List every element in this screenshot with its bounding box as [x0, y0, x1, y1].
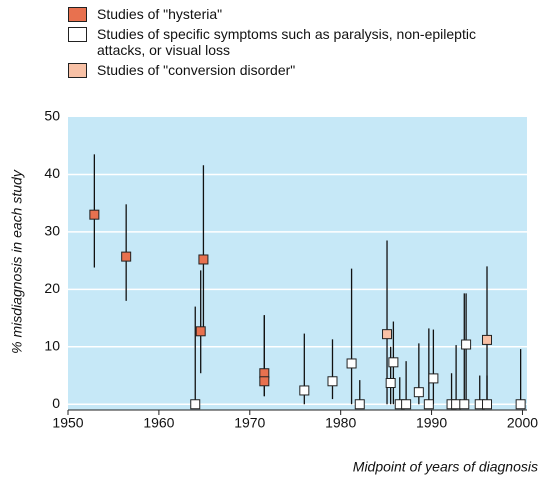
x-tick-label: 1960 [143, 415, 174, 431]
x-tick-label: 2000 [507, 415, 538, 431]
marker [89, 209, 100, 220]
marker [327, 376, 338, 387]
legend-entry: Studies of specific symptoms such as par… [68, 26, 518, 58]
marker [195, 326, 206, 337]
marker [423, 399, 434, 410]
marker [385, 377, 396, 388]
marker [461, 339, 472, 350]
x-tick-label: 1950 [52, 415, 83, 431]
marker [515, 399, 526, 410]
marker [388, 357, 399, 368]
marker [482, 399, 493, 410]
y-tick-label: 10 [44, 338, 60, 354]
y-axis-label: % misdiagnosis in each study [9, 169, 25, 354]
x-tick-label: 1970 [234, 415, 265, 431]
marker [459, 399, 470, 410]
legend-label: Studies of "hysteria" [97, 6, 223, 22]
marker [346, 358, 357, 369]
legend-swatch [68, 63, 87, 78]
x-tick-label: 1990 [416, 415, 447, 431]
y-tick-label: 0 [52, 395, 60, 411]
legend: Studies of "hysteria" Studies of specific… [68, 6, 518, 82]
y-tick-label: 20 [44, 280, 60, 296]
legend-swatch [68, 27, 87, 42]
y-tick-label: 40 [44, 165, 60, 181]
plot-background [68, 117, 527, 410]
marker [354, 399, 365, 410]
marker [428, 373, 439, 384]
marker [401, 399, 412, 410]
marker [413, 387, 424, 398]
marker [198, 254, 209, 265]
legend-entry: Studies of "conversion disorder" [68, 62, 518, 78]
x-axis-label: Midpoint of years of diagnosis [353, 459, 538, 475]
y-tick-label: 50 [44, 108, 60, 124]
marker [451, 399, 462, 410]
legend-label: Studies of "conversion disorder" [97, 62, 296, 78]
marker [121, 251, 132, 262]
x-tick-label: 1980 [325, 415, 356, 431]
marker [259, 376, 270, 387]
marker [482, 334, 493, 345]
marker [299, 385, 310, 396]
legend-label: Studies of specific symptoms such as par… [97, 26, 476, 58]
legend-swatch [68, 7, 87, 22]
marker [382, 329, 393, 340]
legend-entry: Studies of "hysteria" [68, 6, 518, 22]
marker [190, 399, 201, 410]
y-tick-label: 30 [44, 223, 60, 239]
